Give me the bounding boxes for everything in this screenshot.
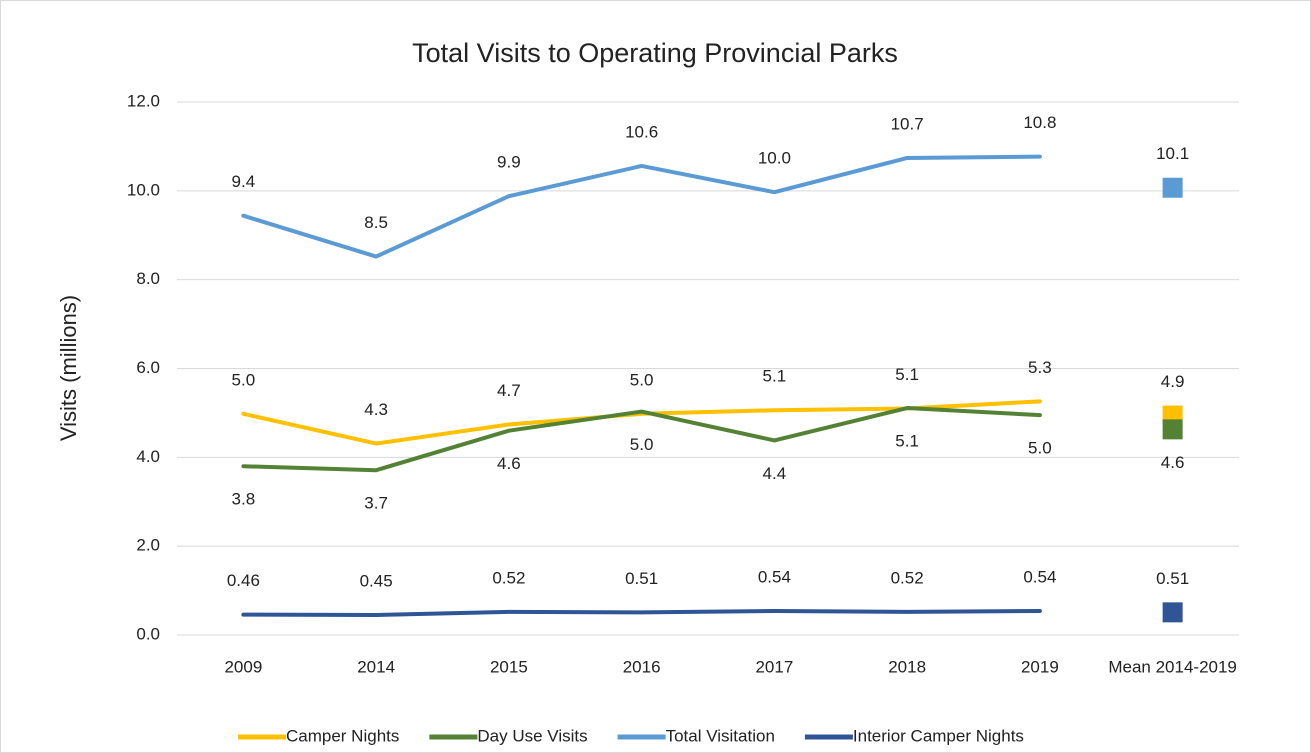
data-label: 4.7 [497, 381, 521, 400]
x-tick-label: 2014 [357, 657, 395, 676]
data-label: 0.54 [758, 567, 791, 586]
data-label: 0.52 [492, 568, 525, 587]
legend-label: Total Visitation [666, 726, 775, 745]
data-label: 5.1 [895, 365, 919, 384]
y-tick-label: 6.0 [136, 358, 160, 377]
x-tick-label: 2015 [490, 657, 528, 676]
data-label: 5.0 [232, 370, 256, 389]
data-label: 8.5 [364, 213, 388, 232]
data-label: 4.3 [364, 400, 388, 419]
legend-label: Camper Nights [286, 726, 399, 745]
y-axis-label: Visits (millions) [56, 295, 81, 441]
data-label: 4.6 [1161, 453, 1185, 472]
data-label: 10.6 [625, 122, 658, 141]
data-label: 9.4 [232, 172, 256, 191]
data-label: 0.46 [227, 571, 260, 590]
data-label: 4.9 [1161, 372, 1185, 391]
mean-marker [1162, 602, 1183, 623]
data-label: 4.4 [763, 464, 787, 483]
data-label: 0.54 [1023, 567, 1056, 586]
data-label: 0.52 [891, 568, 924, 587]
legend-label: Interior Camper Nights [853, 726, 1024, 745]
x-tick-label: 2009 [224, 657, 262, 676]
data-label: 10.7 [891, 114, 924, 133]
y-tick-label: 4.0 [136, 447, 160, 466]
data-label: 5.0 [1028, 439, 1052, 458]
data-label: 10.1 [1156, 144, 1189, 163]
mean-marker [1162, 177, 1183, 198]
y-tick-label: 10.0 [127, 180, 160, 199]
data-label: 5.1 [763, 367, 787, 386]
y-tick-label: 0.0 [136, 624, 160, 643]
y-tick-label: 8.0 [136, 269, 160, 288]
series-line [241, 406, 1042, 473]
data-label: 5.3 [1028, 358, 1052, 377]
data-label: 9.9 [497, 153, 521, 172]
x-tick-label: 2018 [888, 657, 926, 676]
data-label: 4.6 [497, 454, 521, 473]
data-label: 3.8 [232, 490, 256, 509]
mean-marker [1162, 419, 1183, 440]
series-line [241, 154, 1042, 259]
x-tick-label: Mean 2014-2019 [1108, 657, 1237, 676]
series-line [241, 609, 1042, 618]
data-label: 10.8 [1023, 113, 1056, 132]
data-label: 5.0 [630, 370, 654, 389]
data-label: 0.45 [360, 571, 393, 590]
data-label: 5.1 [895, 432, 919, 451]
y-tick-label: 12.0 [127, 91, 160, 110]
data-label: 5.0 [630, 435, 654, 454]
data-label: 0.51 [1156, 569, 1189, 588]
data-label: 3.7 [364, 494, 388, 513]
x-tick-label: 2017 [755, 657, 793, 676]
x-tick-label: 2019 [1021, 657, 1059, 676]
x-tick-label: 2016 [623, 657, 661, 676]
y-tick-label: 2.0 [136, 536, 160, 555]
legend-label: Day Use Visits [477, 726, 587, 745]
data-label: 10.0 [758, 149, 791, 168]
chart-title: Total Visits to Operating Provincial Par… [412, 38, 898, 68]
data-label: 0.51 [625, 569, 658, 588]
